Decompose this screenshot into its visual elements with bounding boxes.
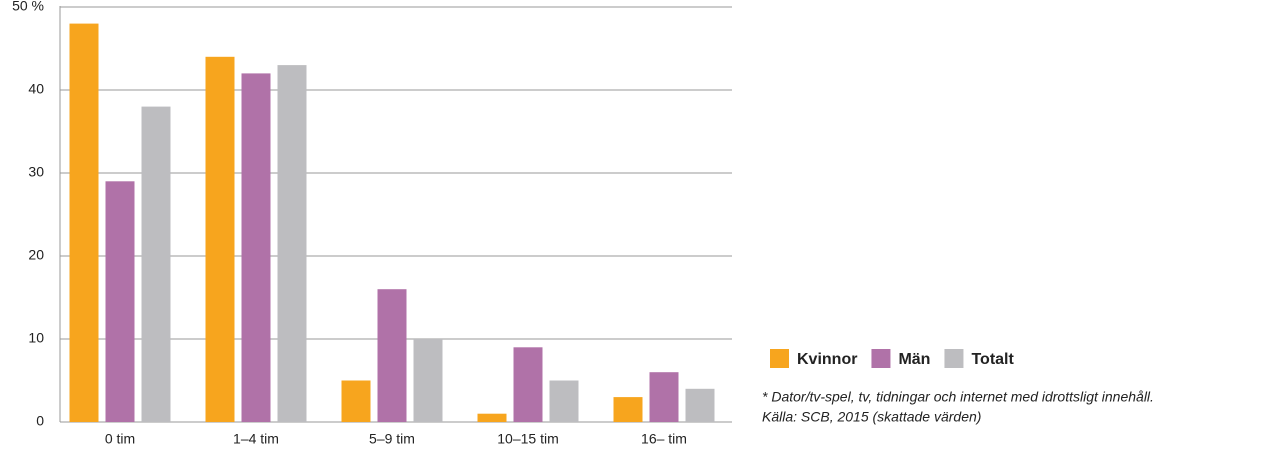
bar — [277, 65, 307, 422]
bar — [549, 380, 579, 422]
y-tick-label: 20 — [28, 247, 44, 263]
y-tick-label: 0 — [36, 413, 44, 429]
legend-label: Totalt — [971, 351, 1014, 368]
y-tick-label: 30 — [28, 164, 44, 180]
bar — [205, 56, 235, 423]
x-tick-label: 16– tim — [641, 431, 687, 447]
legend-swatch — [871, 349, 891, 368]
bar — [141, 106, 171, 422]
bar — [685, 388, 715, 422]
bar — [513, 347, 543, 422]
x-tick-label: 5–9 tim — [369, 431, 415, 447]
y-tick-label: 10 — [28, 330, 44, 346]
x-tick-label: 10–15 tim — [497, 431, 558, 447]
bar — [649, 372, 679, 422]
note: * Dator/tv-spel, tv, tidningar och inter… — [762, 389, 1154, 405]
y-tick-label: 40 — [28, 81, 44, 97]
bar — [241, 73, 271, 423]
bar — [105, 181, 135, 422]
bar — [413, 339, 443, 422]
bar — [613, 397, 643, 422]
legend-swatch — [944, 349, 964, 368]
bar — [477, 413, 507, 422]
bar — [69, 23, 99, 422]
legend-label: Kvinnor — [797, 351, 857, 368]
bar — [377, 289, 407, 422]
legend-swatch — [770, 349, 789, 368]
x-tick-label: 0 tim — [105, 431, 135, 447]
y-tick-label: 50 % — [12, 0, 44, 14]
x-tick-label: 1–4 tim — [233, 431, 279, 447]
note: Källa: SCB, 2015 (skattade värden) — [762, 409, 981, 425]
legend-label: Män — [898, 351, 930, 368]
bar — [341, 380, 371, 422]
